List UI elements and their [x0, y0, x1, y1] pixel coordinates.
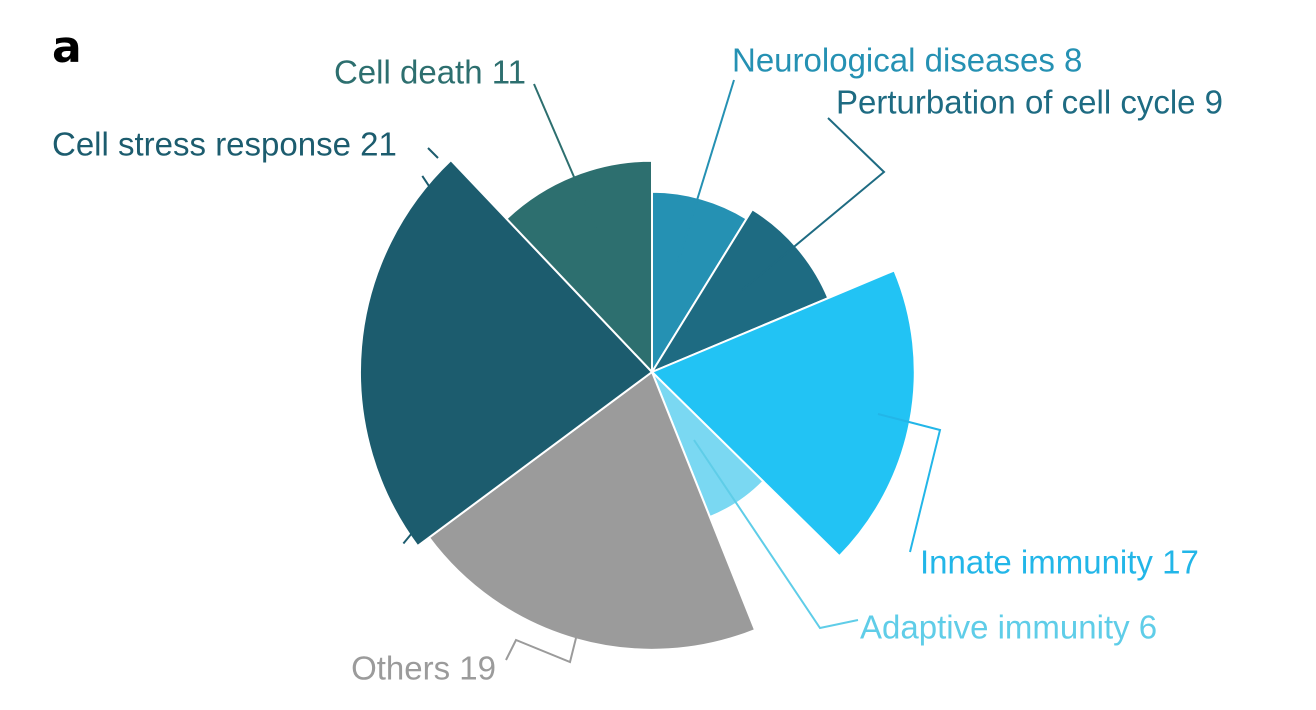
leader-cell-stress-response	[427, 147, 439, 159]
chart-brackets	[402, 79, 942, 664]
wedge-cell-stress-response	[358, 158, 654, 548]
chart-labels: Neurological diseases 8 Perturbation of c…	[52, 42, 1223, 687]
leader-adaptive-immunity	[693, 439, 859, 630]
panel-letter: a	[52, 22, 82, 73]
wedge-neurological-diseases	[651, 190, 748, 376]
label-others: Others 19	[351, 650, 496, 687]
label-cell-death: Cell death 11	[334, 54, 526, 91]
label-neurological-diseases: Neurological diseases 8	[732, 42, 1082, 79]
leader-perturbation-of-cell-cycle	[741, 117, 886, 291]
label-perturbation-of-cell-cycle: Perturbation of cell cycle 9	[836, 84, 1223, 121]
leader-innate-immunity	[877, 413, 942, 553]
label-cell-stress-response: Cell stress response 21	[52, 126, 397, 163]
leader-neurological-diseases	[677, 79, 735, 263]
label-adaptive-immunity: Adaptive immunity 6	[860, 609, 1157, 646]
label-innate-immunity: Innate immunity 17	[920, 544, 1199, 581]
bracket-cell-stress-response	[402, 175, 477, 545]
leader-cell-death	[533, 83, 597, 229]
leader-others	[505, 629, 579, 664]
chart-wedges	[358, 158, 916, 651]
wedge-perturbation-of-cell-cycle	[649, 207, 830, 375]
